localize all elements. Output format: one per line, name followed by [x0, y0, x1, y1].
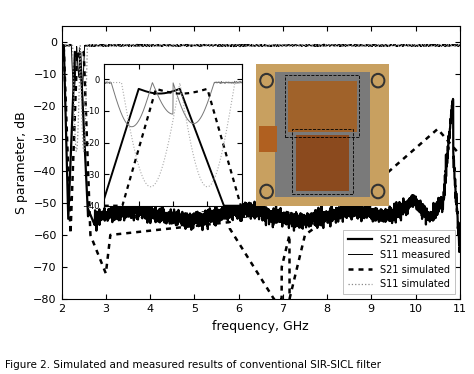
S11 simulated	[406, 43, 412, 48]
S21 measured	[406, 202, 412, 206]
S21 simulated	[211, 221, 217, 226]
S11 simulated	[449, 43, 455, 48]
S21 measured	[59, 43, 64, 48]
Y-axis label: S parameter, dB: S parameter, dB	[15, 111, 27, 214]
S11 measured	[407, 44, 412, 48]
Circle shape	[374, 187, 383, 196]
S21 measured	[456, 250, 462, 254]
S21 measured	[128, 215, 134, 220]
S11 simulated	[104, 43, 110, 48]
S11 simulated	[73, 149, 79, 154]
Line: S21 simulated: S21 simulated	[62, 49, 460, 299]
Legend: S21 measured, S11 measured, S21 simulated, S11 simulated: S21 measured, S11 measured, S21 simulate…	[343, 230, 455, 294]
S11 measured	[104, 43, 110, 48]
Circle shape	[262, 76, 271, 86]
Bar	[288, 81, 357, 132]
X-axis label: frequency, GHz: frequency, GHz	[212, 320, 309, 332]
Line: S11 measured: S11 measured	[62, 44, 460, 91]
S11 measured	[321, 42, 327, 46]
S11 measured	[449, 43, 455, 48]
S21 simulated	[229, 229, 235, 234]
S11 measured	[128, 43, 134, 48]
S21 measured	[449, 103, 455, 107]
Circle shape	[262, 187, 271, 196]
S11 measured	[211, 43, 217, 47]
S11 measured	[229, 43, 235, 47]
S11 simulated	[59, 43, 64, 48]
Bar	[296, 135, 349, 191]
Text: Figure 2. Simulated and measured results of conventional SIR-SICL filter: Figure 2. Simulated and measured results…	[5, 360, 381, 370]
S21 simulated	[271, 297, 277, 301]
Bar	[259, 126, 277, 152]
S21 simulated	[104, 261, 110, 266]
S21 simulated	[449, 144, 455, 148]
S11 measured	[457, 43, 463, 47]
S21 measured	[211, 218, 217, 223]
Circle shape	[260, 74, 273, 88]
S21 simulated	[128, 230, 134, 235]
S21 measured	[229, 209, 235, 214]
Circle shape	[260, 184, 273, 199]
Bar	[292, 129, 353, 194]
Line: S21 measured: S21 measured	[62, 46, 460, 252]
S11 simulated	[211, 43, 217, 48]
S11 simulated	[229, 43, 235, 48]
S21 measured	[104, 212, 110, 217]
S21 measured	[457, 249, 463, 254]
Circle shape	[372, 184, 385, 199]
Line: S11 simulated: S11 simulated	[62, 46, 460, 151]
Circle shape	[372, 74, 385, 88]
Bar	[285, 75, 359, 138]
S21 simulated	[406, 151, 412, 156]
Circle shape	[374, 76, 383, 86]
S21 simulated	[457, 153, 463, 157]
S21 simulated	[59, 46, 64, 51]
Bar	[274, 72, 370, 197]
S11 measured	[59, 43, 64, 47]
S11 simulated	[128, 43, 134, 48]
S11 simulated	[457, 43, 463, 48]
S11 measured	[71, 88, 77, 93]
